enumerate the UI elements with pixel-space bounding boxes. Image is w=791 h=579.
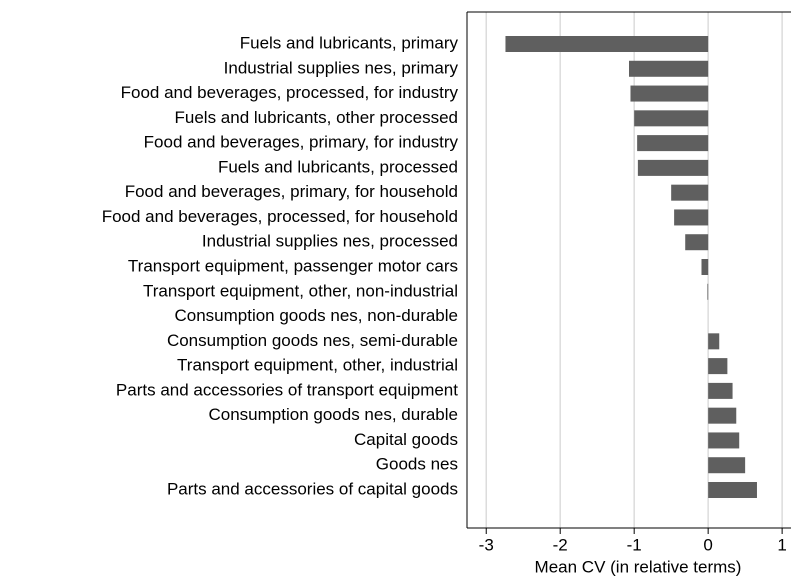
y-tick-label: Industrial supplies nes, processed	[202, 232, 458, 251]
y-tick-label: Transport equipment, other, industrial	[177, 356, 458, 375]
x-tick-label: -3	[479, 535, 494, 554]
y-tick-label: Transport equipment, passenger motor car…	[128, 256, 458, 275]
y-tick-label: Parts and accessories of capital goods	[167, 479, 458, 498]
y-tick-label: Consumption goods nes, non-durable	[174, 306, 458, 325]
y-tick-label: Fuels and lubricants, other processed	[175, 108, 459, 127]
y-tick-label: Consumption goods nes, semi-durable	[167, 331, 458, 350]
bar	[707, 283, 709, 300]
y-tick-label: Consumption goods nes, durable	[209, 405, 459, 424]
y-tick-label: Food and beverages, processed, for house…	[102, 207, 458, 226]
bar	[708, 407, 737, 424]
bar	[708, 457, 746, 474]
bar	[708, 382, 733, 399]
x-tick-label: 1	[777, 535, 786, 554]
y-tick-label: Fuels and lubricants, processed	[218, 157, 458, 176]
bar	[708, 432, 740, 449]
x-tick-label: 0	[703, 535, 712, 554]
bar	[629, 60, 709, 77]
y-tick-label: Capital goods	[354, 430, 458, 449]
bar	[708, 358, 728, 375]
bar	[685, 234, 709, 251]
bar	[708, 482, 757, 498]
x-tick-label: -2	[553, 535, 568, 554]
bar	[637, 159, 709, 176]
y-tick-label: Goods nes	[376, 455, 458, 474]
bar	[634, 110, 709, 127]
bar	[505, 36, 709, 52]
y-tick-label: Fuels and lubricants, primary	[240, 33, 459, 52]
bar	[708, 333, 720, 350]
bar	[671, 184, 709, 201]
y-tick-label: Parts and accessories of transport equip…	[116, 380, 458, 399]
y-tick-label: Food and beverages, primary, for industr…	[144, 133, 459, 152]
bar	[674, 209, 709, 226]
bar	[701, 259, 709, 275]
x-axis-label: Mean CV (in relative terms)	[535, 557, 742, 576]
y-tick-label: Food and beverages, processed, for indus…	[121, 83, 459, 102]
bar	[630, 85, 709, 102]
y-tick-label: Food and beverages, primary, for househo…	[125, 182, 458, 201]
bar	[637, 135, 709, 152]
y-tick-label: Transport equipment, other, non-industri…	[143, 281, 458, 300]
y-tick-label: Industrial supplies nes, primary	[224, 58, 459, 77]
x-tick-label: -1	[627, 535, 642, 554]
